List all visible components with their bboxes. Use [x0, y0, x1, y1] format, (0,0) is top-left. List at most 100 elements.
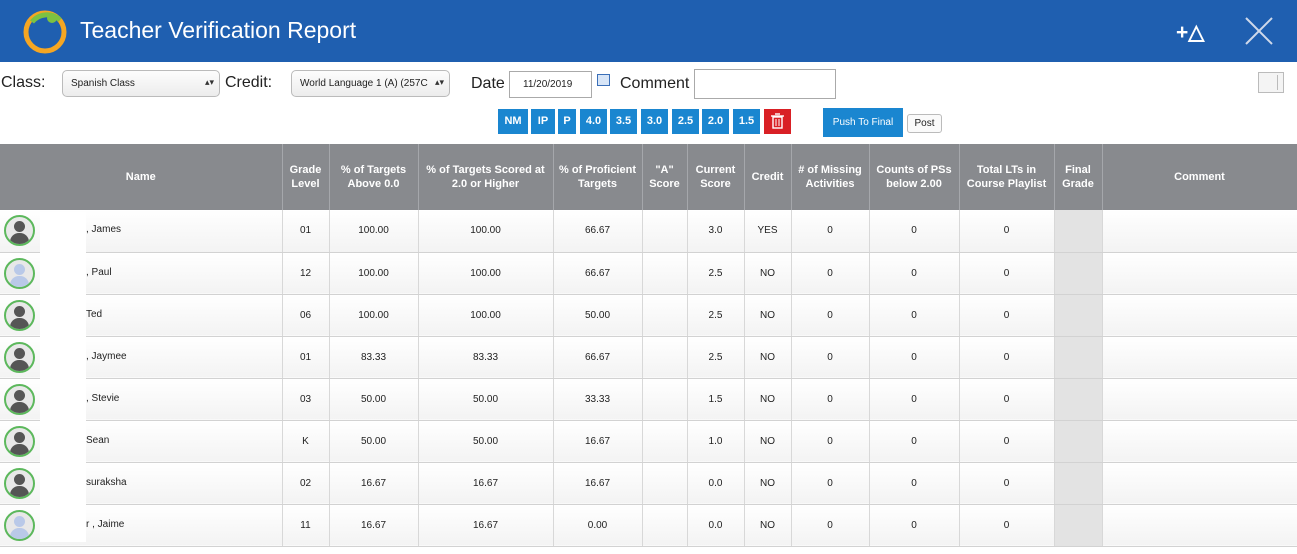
current-score-cell: 1.5	[687, 378, 745, 421]
comment-cell[interactable]	[1102, 378, 1297, 421]
column-header[interactable]: # of Missing Activities	[791, 144, 870, 210]
grade-button-p[interactable]: P	[558, 109, 576, 134]
comment-cell[interactable]	[1102, 294, 1297, 337]
final-grade-cell[interactable]	[1054, 294, 1103, 337]
comment-cell[interactable]	[1102, 504, 1297, 547]
targets-2-0-cell: 16.67	[418, 462, 554, 505]
missing-activities-cell: 0	[791, 378, 870, 421]
student-name: r , Jaime	[86, 518, 125, 530]
add-icon[interactable]: +△	[1176, 21, 1205, 44]
title-bar: Teacher Verification Report +△	[0, 0, 1297, 62]
current-score-cell: 1.0	[687, 420, 745, 463]
calendar-icon[interactable]	[597, 74, 610, 86]
a-score-cell	[642, 336, 688, 379]
class-select[interactable]: Spanish Class ▴▾	[62, 70, 220, 97]
date-input[interactable]: 11/20/2019	[509, 71, 592, 98]
current-score-cell: 2.5	[687, 336, 745, 379]
grade-button-2-0[interactable]: 2.0	[702, 109, 729, 134]
column-header[interactable]: % of Targets Scored at 2.0 or Higher	[418, 144, 554, 210]
post-button[interactable]: Post	[907, 114, 942, 133]
column-header[interactable]: Final Grade	[1054, 144, 1103, 210]
targets-2-0-cell: 100.00	[418, 252, 554, 295]
current-score-cell: 2.5	[687, 294, 745, 337]
grade-button-nm[interactable]: NM	[498, 109, 528, 134]
final-grade-cell[interactable]	[1054, 336, 1103, 379]
column-header[interactable]: % of Targets Above 0.0	[329, 144, 419, 210]
credit-cell: YES	[744, 210, 792, 253]
avatar-icon	[4, 383, 35, 415]
grade-level-cell: 02	[282, 462, 330, 505]
current-score-cell: 0.0	[687, 462, 745, 505]
table-row[interactable]: suraksha 02 16.67 16.67 16.67 0.0 NO 0 0 0	[0, 462, 1297, 505]
push-to-final-button[interactable]: Push To Final	[823, 108, 903, 137]
column-header[interactable]: "A" Score	[642, 144, 688, 210]
final-grade-cell[interactable]	[1054, 462, 1103, 505]
targets-2-0-cell: 50.00	[418, 378, 554, 421]
table-row[interactable]: r , Jaime 11 16.67 16.67 0.00 0.0 NO 0 0 0	[0, 504, 1297, 547]
close-icon[interactable]	[1244, 16, 1274, 46]
targets-2-0-cell: 16.67	[418, 504, 554, 547]
a-score-cell	[642, 378, 688, 421]
credit-select-value: World Language 1 (A) (257C	[300, 78, 428, 89]
table-row[interactable]: Ted 06 100.00 100.00 50.00 2.5 NO 0 0 0	[0, 294, 1297, 337]
grade-button-1-5[interactable]: 1.5	[733, 109, 760, 134]
avatar-icon	[4, 215, 35, 246]
table-row[interactable]: , Paul 12 100.00 100.00 66.67 2.5 NO 0 0 0	[0, 252, 1297, 295]
column-header[interactable]: Grade Level	[282, 144, 330, 210]
final-grade-cell[interactable]	[1054, 252, 1103, 295]
column-header[interactable]: Total LTs in Course Playlist	[959, 144, 1055, 210]
page-title: Teacher Verification Report	[80, 17, 357, 43]
comment-cell[interactable]	[1102, 252, 1297, 295]
final-grade-cell[interactable]	[1054, 504, 1103, 547]
credit-select[interactable]: World Language 1 (A) (257C ▴▾	[291, 70, 450, 97]
grade-level-cell: 01	[282, 210, 330, 253]
table-row[interactable]: , Stevie 03 50.00 50.00 33.33 1.5 NO 0 0 0	[0, 378, 1297, 421]
targets-2-0-cell: 83.33	[418, 336, 554, 379]
targets-2-0-cell: 100.00	[418, 210, 554, 253]
targets-2-0-cell: 100.00	[418, 294, 554, 337]
final-grade-cell[interactable]	[1054, 420, 1103, 463]
comment-cell[interactable]	[1102, 462, 1297, 505]
column-header[interactable]: % of Proficient Targets	[553, 144, 643, 210]
table-row[interactable]: , Jaymee 01 83.33 83.33 66.67 2.5 NO 0 0 0	[0, 336, 1297, 379]
a-score-cell	[642, 210, 688, 253]
comment-input[interactable]	[694, 69, 836, 99]
column-header[interactable]: Counts of PSs below 2.00	[869, 144, 960, 210]
table-row[interactable]: Sean K 50.00 50.00 16.67 1.0 NO 0 0 0	[0, 420, 1297, 463]
filter-toolbar: Class: Spanish Class ▴▾ Credit: World La…	[0, 62, 1297, 144]
comment-cell[interactable]	[1102, 336, 1297, 379]
grade-button-3-0[interactable]: 3.0	[641, 109, 668, 134]
delete-button[interactable]	[764, 109, 791, 134]
grade-button-ip[interactable]: IP	[531, 109, 555, 134]
column-header[interactable]: Comment	[1102, 144, 1297, 210]
final-grade-cell[interactable]	[1054, 378, 1103, 421]
final-grade-cell[interactable]	[1054, 210, 1103, 253]
missing-activities-cell: 0	[791, 504, 870, 547]
total-lts-cell: 0	[959, 504, 1055, 547]
credit-cell: NO	[744, 462, 792, 505]
missing-activities-cell: 0	[791, 420, 870, 463]
redaction-block	[40, 212, 86, 542]
class-select-value: Spanish Class	[71, 78, 135, 89]
column-header[interactable]: Name	[0, 144, 283, 210]
proficient-targets-cell: 66.67	[553, 252, 643, 295]
date-label: Date	[471, 75, 505, 92]
class-label: Class:	[1, 74, 46, 91]
comment-cell[interactable]	[1102, 210, 1297, 253]
credit-cell: NO	[744, 504, 792, 547]
targets-above-0-cell: 50.00	[329, 420, 419, 463]
table-header-row: Name Grade Level % of Targets Above 0.0 …	[0, 144, 1297, 210]
comment-cell[interactable]	[1102, 420, 1297, 463]
grade-button-3-5[interactable]: 3.5	[610, 109, 637, 134]
column-header[interactable]: Credit	[744, 144, 792, 210]
grade-button-4-0[interactable]: 4.0	[580, 109, 607, 134]
column-layout-icon[interactable]	[1258, 72, 1284, 93]
grade-button-2-5[interactable]: 2.5	[672, 109, 699, 134]
targets-above-0-cell: 100.00	[329, 294, 419, 337]
student-name: , James	[86, 224, 122, 235]
targets-above-0-cell: 100.00	[329, 252, 419, 295]
missing-activities-cell: 0	[791, 336, 870, 379]
column-header[interactable]: Current Score	[687, 144, 745, 210]
table-row[interactable]: , James 01 100.00 100.00 66.67 3.0 YES 0 0 0	[0, 210, 1297, 253]
total-lts-cell: 0	[959, 336, 1055, 379]
